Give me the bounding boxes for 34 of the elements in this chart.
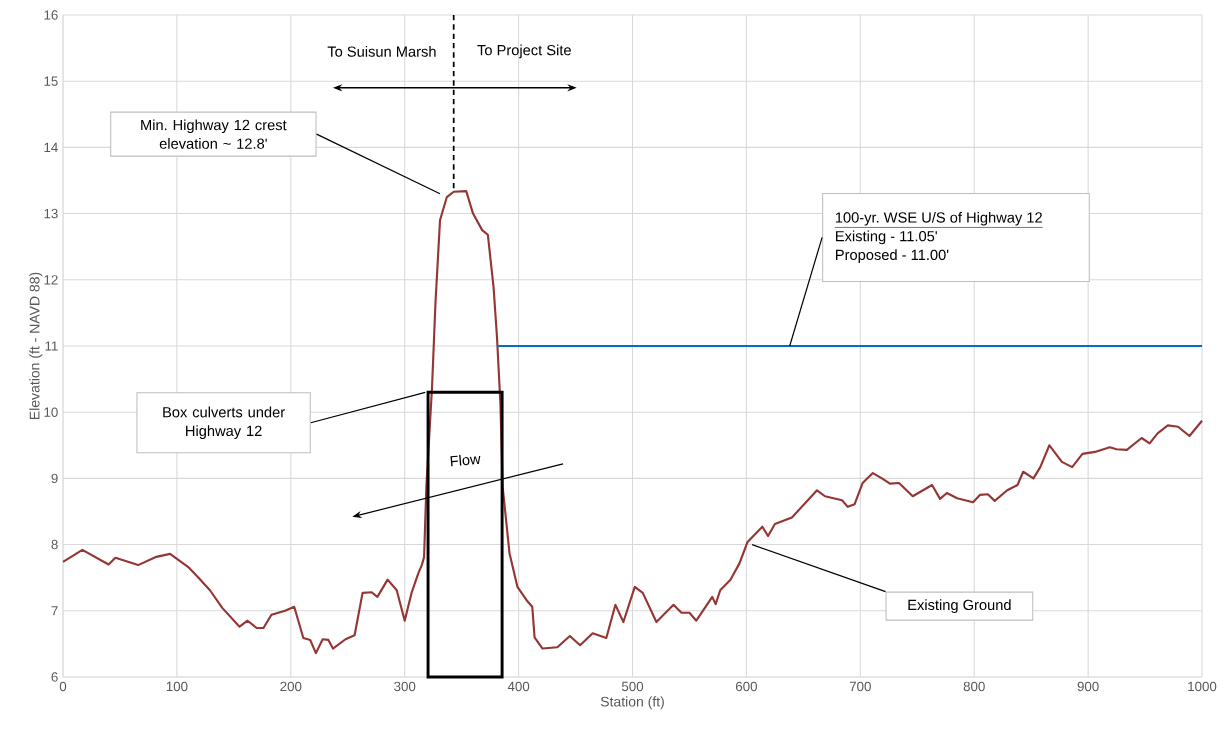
x-axis-title: Station (ft) <box>600 696 664 710</box>
y-tick-label: 6 <box>51 672 58 682</box>
annotation: Proposed - 11.00' <box>836 249 949 263</box>
x-tick-label: 700 <box>849 681 871 692</box>
y-tick-label: 16 <box>44 10 58 20</box>
annotation: Existing - 11.05' <box>836 230 937 245</box>
x-tick-label: 100 <box>166 681 188 692</box>
x-tick-label: 900 <box>1077 681 1099 692</box>
y-tick-label: 10 <box>44 407 58 417</box>
y-tick-label: 7 <box>51 606 58 616</box>
y-tick-label: 12 <box>44 275 58 285</box>
x-tick-label: 800 <box>963 681 985 692</box>
y-tick-label: 14 <box>44 142 58 152</box>
annotation: Box culverts under Highway 12 <box>163 406 285 439</box>
annotation: Existing Ground <box>908 599 1011 613</box>
line-series <box>61 190 1204 655</box>
y-tick-label: 8 <box>51 539 58 550</box>
x-tick-label: 200 <box>280 681 302 692</box>
annotation: 100-yr. WSE U/S of Highway 12 <box>835 211 1042 226</box>
annotation: To Suisun Marsh <box>327 46 436 57</box>
y-axis-title: Elevation (ft - NAVD 88) <box>29 272 43 420</box>
x-tick-label: 300 <box>394 681 416 692</box>
y-tick-label: 9 <box>51 473 58 484</box>
x-tick-label: 600 <box>735 681 758 692</box>
annotation: Min. Highway 12 crest elevation ~ 12.8' <box>141 119 287 149</box>
x-tick-label: 400 <box>507 681 530 692</box>
x-tick-label: 500 <box>621 681 644 692</box>
y-tick-label: 15 <box>44 76 58 86</box>
x-tick-label: 0 <box>59 681 67 692</box>
annotation: Flow <box>450 454 481 467</box>
x-tick-label: 1000 <box>1188 681 1217 692</box>
annotation: To Project Site <box>477 44 571 59</box>
y-tick-label: 13 <box>44 208 58 219</box>
y-tick-label: 11 <box>45 341 58 351</box>
